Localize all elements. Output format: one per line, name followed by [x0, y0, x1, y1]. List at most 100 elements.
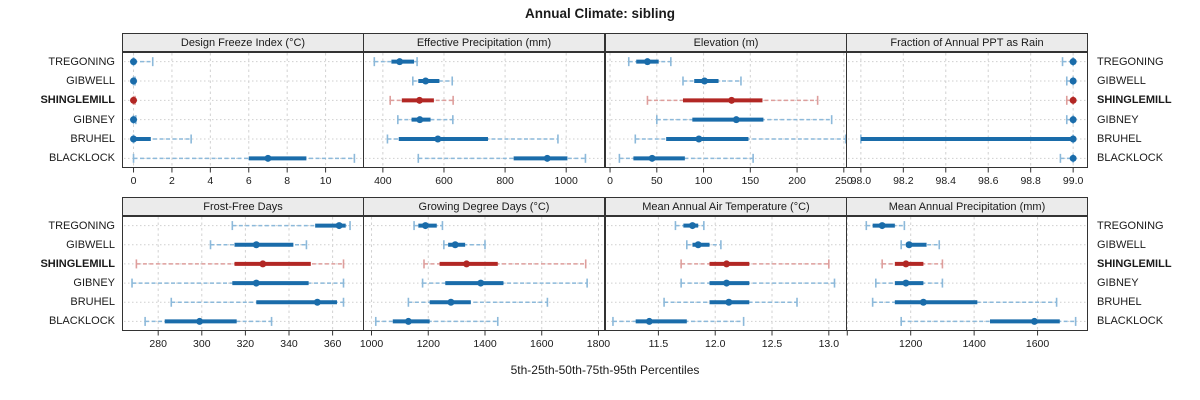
median-dot	[688, 222, 696, 230]
station-label-shinglemill: SHINGLEMILL	[1097, 94, 1172, 107]
median-dot	[130, 96, 138, 104]
panel-strip-label: Design Freeze Index (°C)	[180, 36, 306, 49]
median-dot	[130, 116, 138, 124]
station-label-gibney: GIBNEY	[73, 277, 115, 290]
axis-tick-label: 1400	[962, 338, 986, 350]
axis-tick-label: 4	[207, 175, 213, 187]
series-blacklock	[900, 316, 1077, 326]
axis-tick-label: 250	[835, 175, 853, 187]
panel-border	[122, 52, 364, 168]
station-label-tregoning: TREGONING	[48, 55, 115, 68]
series-blacklock	[612, 316, 745, 326]
axis-tick-label: 800	[496, 175, 514, 187]
axis-tick-label: 12.5	[762, 338, 783, 350]
series-gibney	[875, 278, 944, 288]
series-gibwell	[900, 240, 941, 250]
station-label-tregoning: TREGONING	[48, 219, 115, 232]
series-shinglemill	[130, 95, 138, 105]
median-dot	[728, 96, 736, 104]
series-bruhel	[634, 134, 847, 144]
median-dot	[130, 77, 138, 85]
series-blacklock	[144, 316, 273, 326]
series-blacklock	[417, 153, 587, 163]
median-dot	[902, 260, 910, 268]
series-gibney	[1065, 115, 1077, 125]
median-dot	[695, 135, 703, 143]
median-dot	[252, 279, 260, 287]
median-dot	[463, 260, 471, 268]
median-dot	[130, 58, 138, 66]
axis-tick-label: 98.8	[1020, 175, 1041, 187]
series-blacklock	[1059, 153, 1077, 163]
axis-tick-label: 1200	[417, 338, 441, 350]
panel-plot-mean-annual-air-temperature-c: 11.5 12.0 12.5 13.0	[605, 216, 847, 350]
median-dot	[434, 135, 442, 143]
median-dot	[1069, 77, 1077, 85]
series-gibwell	[1065, 76, 1077, 86]
axis-tick-label: 1400	[473, 338, 497, 350]
median-dot	[700, 77, 708, 85]
panel-strip-mean-annual-precipitation-mm: Mean Annual Precipitation (mm)	[846, 197, 1088, 216]
median-dot	[313, 298, 321, 306]
series-shinglemill	[881, 259, 944, 269]
panel-border	[846, 52, 1088, 168]
median-dot	[645, 317, 653, 325]
series-gibwell	[443, 240, 486, 250]
station-label-blacklock: BLACKLOCK	[1097, 152, 1164, 165]
median-dot	[1069, 154, 1077, 162]
axis-tick-label: 98.6	[978, 175, 999, 187]
station-label-blacklock: BLACKLOCK	[48, 315, 115, 328]
median-dot	[1069, 135, 1077, 143]
median-dot	[416, 96, 424, 104]
series-gibney	[421, 278, 588, 288]
series-bruhel	[860, 134, 1077, 144]
series-blacklock	[374, 316, 499, 326]
median-dot	[723, 279, 731, 287]
station-label-bruhel: BRUHEL	[1097, 296, 1142, 309]
axis-tick-label: 1200	[899, 338, 923, 350]
series-tregoning	[865, 221, 906, 231]
series-shinglemill	[680, 259, 830, 269]
median-dot	[1069, 116, 1077, 124]
axis-tick-label: 600	[435, 175, 453, 187]
series-tregoning	[674, 221, 705, 231]
panel-strip-label: Effective Precipitation (mm)	[416, 36, 552, 49]
axis-tick-label: 1000	[360, 338, 384, 350]
panel-border	[363, 52, 605, 168]
station-label-bruhel: BRUHEL	[1097, 133, 1142, 145]
series-gibwell	[130, 76, 138, 86]
axis-tick-label: 12.0	[705, 338, 726, 350]
panel-strip-effective-precipitation-mm: Effective Precipitation (mm)	[363, 33, 605, 52]
series-gibney	[397, 115, 454, 125]
panel-strip-elevation-m: Elevation (m)	[605, 33, 847, 52]
panel-plot-elevation-m: 0 50 100 150 200 250	[605, 52, 853, 187]
series-blacklock	[618, 153, 754, 163]
panel-plot-mean-annual-precipitation-mm: 1200 1400 1600	[846, 216, 1088, 350]
axis-tick-label: 8	[284, 175, 290, 187]
panel-strip-label: Mean Annual Precipitation (mm)	[888, 200, 1046, 213]
panel-strip-fraction-of-annual-ppt-as-rain: Fraction of Annual PPT as Rain	[846, 33, 1088, 52]
median-dot	[259, 260, 267, 268]
axis-tick-label: 320	[237, 338, 255, 350]
percentile-caption: 5th-25th-50th-75th-95th Percentiles	[510, 363, 700, 377]
axis-tick-label: 98.0	[851, 175, 872, 187]
series-gibney	[680, 278, 836, 288]
station-label-gibney: GIBNEY	[1097, 113, 1139, 126]
axis-tick-label: 0	[607, 175, 613, 187]
series-shinglemill	[423, 259, 587, 269]
station-label-bruhel: BRUHEL	[70, 133, 115, 145]
series-tregoning	[373, 57, 418, 67]
axis-tick-label: 1600	[530, 338, 554, 350]
median-dot	[335, 222, 343, 230]
median-dot	[477, 279, 485, 287]
axis-tick-label: 98.2	[893, 175, 914, 187]
median-dot	[1030, 317, 1038, 325]
median-dot	[902, 279, 910, 287]
panel-strip-label: Mean Annual Air Temperature (°C)	[642, 200, 810, 213]
station-label-gibwell: GIBWELL	[66, 238, 115, 251]
station-label-gibney: GIBNEY	[73, 113, 115, 126]
series-tregoning	[130, 57, 154, 67]
axis-tick-label: 100	[695, 175, 713, 187]
series-gibwell	[682, 76, 742, 86]
series-tregoning	[231, 221, 351, 231]
